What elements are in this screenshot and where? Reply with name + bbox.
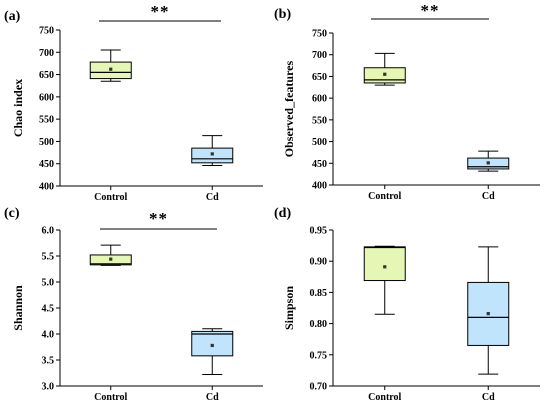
significance-label: **	[151, 2, 170, 21]
y-axis-label: Observed_features	[282, 60, 296, 157]
mean-marker	[383, 72, 387, 76]
mean-marker	[210, 152, 214, 156]
x-tick-label: Control	[94, 392, 127, 403]
y-tick-label: 400	[312, 181, 327, 192]
box-cd: Cd	[191, 135, 234, 203]
y-axis-label: Simpson	[282, 286, 296, 330]
y-tick-label: 400	[39, 182, 54, 193]
mean-marker	[486, 312, 490, 316]
box-control: Control	[89, 244, 132, 403]
y-tick-label: 0.80	[310, 319, 328, 330]
box-iqr	[191, 330, 234, 357]
panel-label: (b)	[274, 7, 291, 22]
x-tick-label: Cd	[206, 192, 219, 203]
y-tick-label: 4.0	[42, 330, 55, 341]
panel-a: (a) Chao index 400 450 500 550 600 650 700 750 Con…	[4, 2, 263, 203]
mean-marker	[486, 161, 490, 165]
x-tick-label: Control	[94, 192, 127, 203]
y-tick-label: 550	[312, 115, 327, 126]
y-tick-label: 650	[39, 70, 54, 81]
y-tick-label: 0.85	[310, 288, 328, 299]
x-tick-label: Control	[368, 191, 401, 202]
significance-label: **	[149, 209, 168, 228]
mean-marker	[383, 265, 387, 269]
x-tick-label: Cd	[206, 392, 219, 403]
mean-marker	[210, 343, 214, 348]
panel-d: (d) Simpson 0.70 0.75 0.80 0.85 0.90 0.95 Contro…	[274, 206, 540, 403]
panel-label: (c)	[4, 206, 20, 221]
x-tick-label: Cd	[482, 191, 495, 202]
y-tick-label: 450	[312, 159, 327, 170]
y-tick-label: 700	[39, 48, 54, 59]
y-tick-label: 3.0	[42, 382, 55, 393]
y-tick-label: 0.90	[310, 257, 328, 268]
y-tick-label: 5.5	[42, 252, 55, 263]
y-tick-label: 450	[39, 159, 54, 170]
box-cd: Cd	[467, 150, 510, 202]
panel-c: (c) Shannon 3.0 3.5 4.0 4.5 5.0 5.5 6.0 Control Cd…	[4, 206, 263, 403]
y-tick-label: 3.5	[42, 356, 55, 367]
y-tick-label: 0.95	[310, 226, 328, 237]
box-control: Control	[363, 245, 406, 403]
y-tick-label: 4.5	[42, 304, 55, 315]
panel-label: (d)	[274, 206, 291, 221]
mean-marker	[109, 257, 113, 261]
y-tick-label: 5.0	[42, 278, 55, 289]
x-tick-label: Control	[368, 392, 401, 403]
y-tick-label: 600	[312, 94, 327, 105]
panel-label: (a)	[4, 9, 21, 24]
y-tick-label: 750	[312, 29, 327, 40]
y-tick-label: 700	[312, 50, 327, 61]
y-axis-label: Chao index	[11, 79, 25, 137]
y-tick-label: 650	[312, 72, 327, 83]
significance-label: **	[421, 1, 440, 20]
box-cd: Cd	[191, 328, 234, 403]
y-tick-label: 500	[39, 137, 54, 148]
y-axis-label: Shannon	[11, 285, 25, 331]
box-control: Control	[89, 49, 132, 203]
box-control: Control	[363, 52, 406, 202]
y-tick-label: 750	[39, 26, 54, 37]
panel-b: (b) Observed_features 400 450 500 550 600 650 70…	[274, 1, 540, 202]
y-tick-label: 0.75	[310, 350, 328, 361]
y-tick-label: 600	[39, 92, 54, 103]
y-tick-label: 6.0	[42, 226, 55, 237]
box-cd: Cd	[467, 246, 510, 403]
y-tick-label: 550	[39, 115, 54, 126]
x-tick-label: Cd	[482, 392, 495, 403]
y-tick-label: 0.70	[310, 382, 328, 393]
y-tick-label: 500	[312, 137, 327, 148]
mean-marker	[109, 67, 113, 71]
box-iqr	[363, 246, 406, 282]
